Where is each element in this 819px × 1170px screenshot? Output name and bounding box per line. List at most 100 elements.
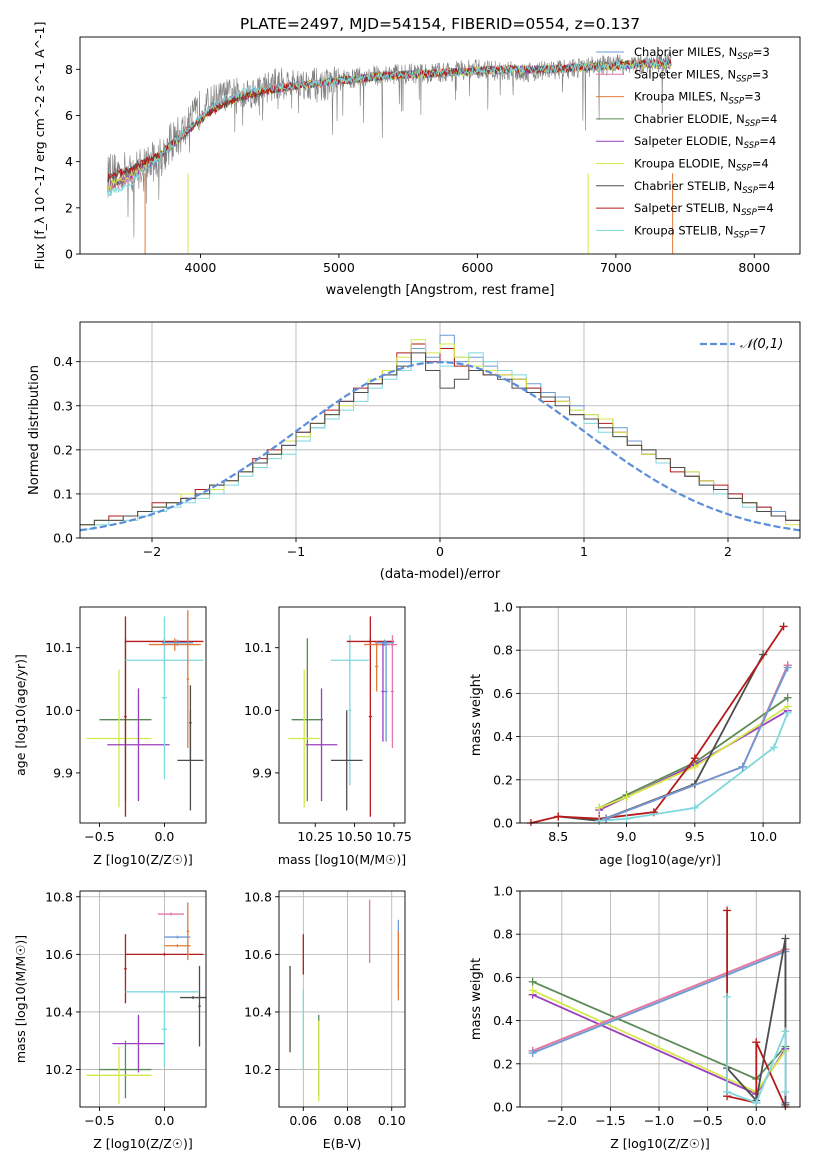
y-axis-label: Flux [f_λ 10^-17 erg cm^-2 s^-1 A^-1] [32, 22, 47, 270]
errorbar-point-kroupa-stelib [161, 991, 168, 1067]
x-tick-label: −1 [287, 544, 305, 559]
weight-line-salpeter-stelib [530, 625, 785, 824]
weight-line-kroupa-miles [605, 664, 789, 820]
weight-marker-kroupa-stelib [690, 803, 699, 812]
plot-frame [278, 606, 406, 824]
x-tick-label: 2 [724, 544, 732, 559]
errorbar-point-salpeter-elodie [107, 688, 170, 802]
x-axis-label: (data-model)/error [380, 567, 501, 582]
y-tick-label: 0.4 [493, 1013, 513, 1028]
model-line-kroupa-stelib [107, 57, 672, 198]
weight-marker-kroupa-stelib [752, 1098, 761, 1107]
errorbar-point-salpeter-stelib [124, 934, 127, 1004]
errorbar-point-chabrier-miles [375, 639, 394, 646]
weight-marker-chabrier-miles [738, 762, 747, 771]
x-tick-label: 9.0 [617, 829, 637, 844]
weight-marker-chabrier-elodie [528, 977, 537, 986]
weight-marker-chabrier-miles [528, 1049, 537, 1057]
massweight-vs-Z-plot-area [528, 906, 790, 1110]
x-tick-label: −2 [143, 544, 161, 559]
weight-marker-kroupa-elodie [528, 986, 537, 995]
errorbar-point-kroupa-miles [375, 641, 379, 692]
x-tick-label: −2.0 [547, 1113, 577, 1128]
errorbar-point-kroupa-elodie [86, 1046, 152, 1105]
errorbar-point-salpeter-elodie [381, 641, 385, 742]
x-tick-label: 10.50 [337, 829, 373, 844]
y-tick-label: 1.0 [493, 884, 513, 899]
model-line-salpeter-stelib [107, 57, 672, 182]
legend-label-chabrier-stelib: Chabrier STELIB, NSSP=4 [634, 179, 775, 196]
y-axis-label: Normed distribution [27, 365, 42, 495]
x-tick-label: 0 [436, 544, 444, 559]
errorbar-point-kroupa-stelib [125, 990, 199, 994]
weight-marker-kroupa-stelib [723, 1087, 732, 1096]
errorbar-point-chabrier-elodie [291, 638, 324, 802]
spectrum-panel: 4000 5000 6000 7000 8000 0 2 4 6 8 wavelength [Ang… [32, 22, 801, 298]
x-tick-label: 7000 [600, 260, 632, 275]
errorbar-point-kroupa-stelib [348, 635, 352, 786]
legend-label-kroupa-miles: Kroupa MILES, NSSP=3 [634, 90, 761, 107]
x-axis-label: age [log10(age/yr)] [599, 852, 721, 867]
x-tick-label: 0.06 [289, 1113, 317, 1128]
y-tick-label: 0.8 [493, 927, 513, 942]
y-tick-label: 10.6 [45, 947, 73, 962]
y-tick-label: 10.2 [45, 1062, 73, 1077]
y-tick-label: 8 [65, 62, 73, 77]
x-axis-label: Z [log10(Z/Z☉)] [610, 1136, 710, 1151]
errorbar-point-kroupa-miles [186, 610, 190, 748]
age-vs-metallicity-panel: −0.5 0.0 9.9 10.0 10.1 Z [log10(Z/Z☉)] age [lo… [13, 606, 207, 867]
y-tick-label: 0.3 [53, 398, 73, 413]
weight-marker-kroupa-stelib [781, 1087, 790, 1096]
weight-marker-chabrier-miles [783, 663, 792, 672]
x-tick-label: 6000 [461, 260, 493, 275]
weight-marker-chabrier-miles [602, 814, 611, 823]
errorbar-point-kroupa-miles [164, 944, 191, 948]
y-tick-label: 0.4 [53, 354, 73, 369]
histogram-chabrier-stelib [80, 352, 800, 526]
errorbar-point-salpeter-stelib [368, 616, 372, 817]
weight-marker-kroupa-elodie [690, 762, 699, 771]
errorbar-point-kroupa-miles [186, 902, 190, 961]
errorbar-point-salpeter-elodie [112, 1014, 165, 1073]
residuals-plot-area [80, 334, 800, 532]
weight-marker-kroupa-stelib [723, 992, 732, 1001]
weight-marker-salpeter-stelib [554, 812, 563, 821]
x-tick-label: −0.5 [692, 1113, 722, 1128]
legend-label-chabrier-miles: Chabrier MILES, NSSP=3 [634, 45, 770, 62]
errorbar-point-kroupa-miles [148, 638, 201, 651]
x-axis-label: Z [log10(Z/Z☉)] [93, 852, 193, 867]
y-tick-label: 9.9 [252, 765, 272, 780]
weight-marker-kroupa-stelib [770, 743, 779, 752]
y-tick-label: 10.1 [244, 640, 272, 655]
errorbar-point-chabrier-stelib [198, 965, 201, 1047]
y-tick-label: 0.2 [493, 772, 513, 787]
plot-frame [79, 890, 207, 1108]
legend-label-salpeter-miles: Salpeter MILES, NSSP=3 [634, 67, 769, 84]
plot-frame [278, 890, 406, 1108]
y-tick-label: 0.0 [493, 1100, 513, 1115]
legend-label-normal: 𝒩(0,1) [740, 337, 783, 352]
weight-line-chabrier-stelib [726, 938, 787, 1105]
y-axis-label: mass weight [469, 958, 484, 1040]
weight-marker-kroupa-stelib [783, 708, 792, 717]
weight-line-salpeter-elodie [598, 709, 789, 811]
errorbar-point-kroupa-elodie [86, 669, 152, 808]
errorbar-point-kroupa-stelib [161, 616, 168, 780]
y-tick-label: 0 [65, 247, 73, 262]
weight-marker-chabrier-elodie [783, 693, 792, 702]
weight-marker-kroupa-stelib [781, 1027, 790, 1036]
residuals-panel: −2 −1 0 1 2 0.0 0.1 0.2 0.3 0.4 (data-model)/error… [27, 321, 801, 582]
x-tick-label: 4000 [185, 260, 217, 275]
weight-marker-salpeter-stelib [779, 622, 788, 631]
x-tick-label: 9.5 [685, 829, 705, 844]
y-tick-label: 1.0 [493, 600, 513, 615]
spectrum-plot-area [107, 52, 674, 254]
x-tick-label: −0.5 [84, 1113, 114, 1128]
normal-reference-curve [80, 360, 800, 532]
y-tick-label: 0.8 [493, 643, 513, 658]
x-axis-label: Z [log10(Z/Z☉)] [93, 1136, 193, 1151]
x-tick-label: 5000 [323, 260, 355, 275]
plot-frame [519, 606, 801, 824]
y-axis-label: age [log10(age/yr)] [13, 654, 28, 776]
plot-frame [79, 606, 207, 824]
